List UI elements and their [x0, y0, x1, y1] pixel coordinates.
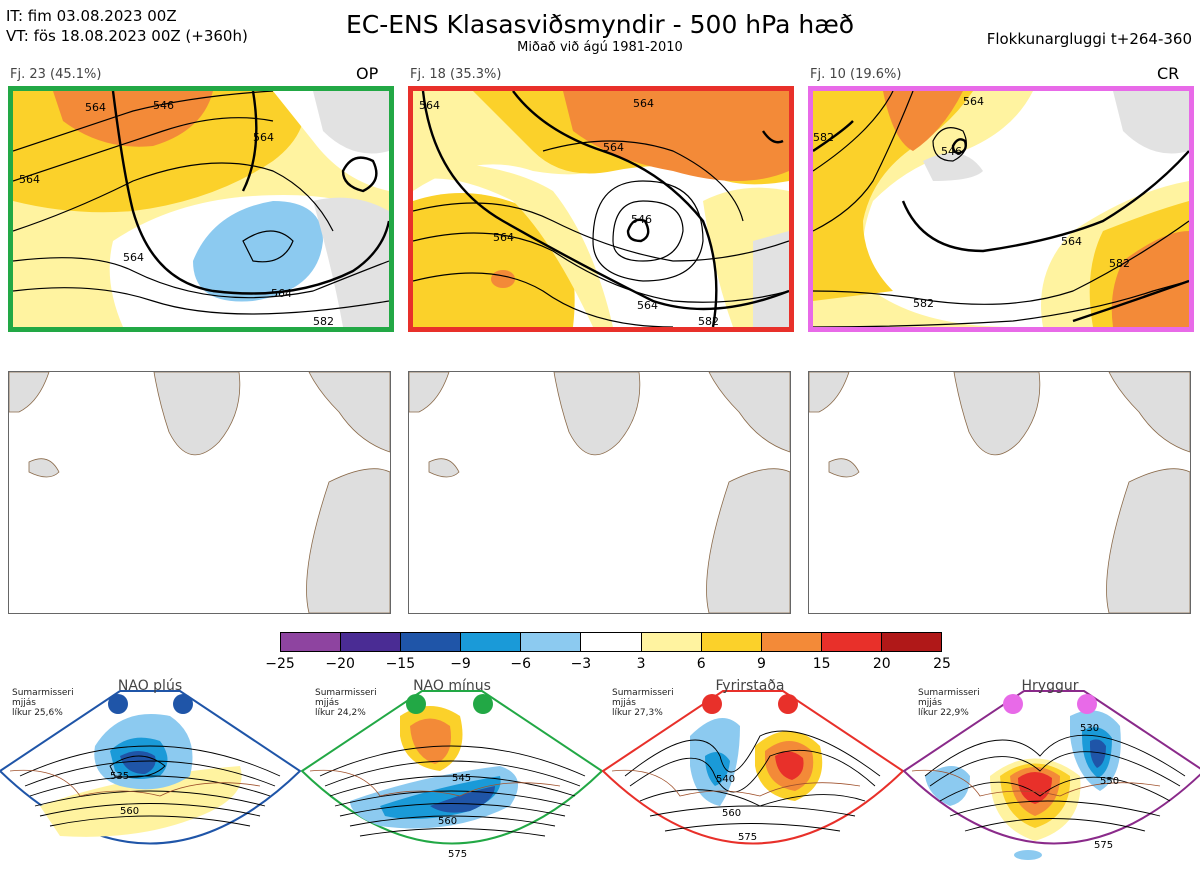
- contour-label: 564: [253, 131, 274, 144]
- colorbar-swatch: [641, 633, 702, 651]
- regime-4-contour-label: 530: [1080, 723, 1099, 734]
- regime-3-note: Sumarmisseri mjjás líkur 27,3%: [612, 688, 692, 718]
- classification-window: Flokkunargluggi t+264-360: [986, 30, 1192, 48]
- colorbar-tick-label: −9: [450, 656, 471, 672]
- land-map-2: [408, 371, 791, 614]
- colorbar-swatch: [401, 633, 462, 651]
- regime-2-contour-label: 560: [438, 816, 457, 827]
- regime-note-line: líkur 27,3%: [612, 708, 663, 718]
- regime-4-title: Hryggur: [1021, 678, 1079, 694]
- regime-note-line: Sumarmisseri: [918, 688, 980, 698]
- colorbar-swatch: [341, 633, 402, 651]
- contour-label: 564: [637, 299, 658, 312]
- colorbar-tick-label: −15: [385, 656, 416, 672]
- land-map-3: [808, 371, 1191, 614]
- regime-note-line: líkur 24,2%: [315, 708, 366, 718]
- header-times: IT: fim 03.08.2023 00Z VT: fös 18.08.202…: [6, 6, 248, 46]
- regime-2-contour-label: 545: [452, 773, 471, 784]
- colorbar: [280, 632, 942, 652]
- colorbar-tick-label: −20: [325, 656, 355, 672]
- panel-3-tag: CR: [1157, 64, 1180, 83]
- contour-label: 564: [963, 95, 984, 108]
- contour-label: 564: [271, 287, 292, 300]
- colorbar-ticks: −25 −20 −15 −9 −6 −3 3 6 9 15 20 25: [250, 656, 970, 676]
- regime-2-contour-label: 575: [448, 849, 467, 860]
- colorbar-swatch: [521, 633, 582, 651]
- regime-1-title: NAO plús: [117, 678, 183, 694]
- contour-label: 582: [313, 315, 334, 327]
- colorbar-tick-label: −25: [265, 656, 295, 672]
- contour-label: 564: [1061, 235, 1082, 248]
- contour-label: 564: [85, 101, 106, 114]
- contour-label: 564: [603, 141, 624, 154]
- valid-time: VT: fös 18.08.2023 00Z (+360h): [6, 27, 248, 45]
- colorbar-swatch: [581, 633, 642, 651]
- panel-2-label: Fj. 18 (35.3%): [410, 67, 502, 82]
- regime-note-line: Sumarmisseri: [12, 688, 74, 698]
- regime-3-contour-label: 560: [722, 808, 741, 819]
- colorbar-tick-label: −3: [570, 656, 592, 672]
- colorbar-swatch: [461, 633, 522, 651]
- regime-map-2: 545 560 575: [300, 690, 604, 860]
- contour-label: 582: [698, 315, 719, 327]
- page-subtitle: Miðað við ágú 1981-2010: [517, 40, 683, 55]
- regime-row: 535 560 545 560 575: [0, 676, 1200, 871]
- regime-4-note: Sumarmisseri mjjás líkur 22,9%: [918, 688, 998, 718]
- regime-note-line: mjjás: [315, 698, 339, 708]
- page-title: EC-ENS Klasasviðsmyndir - 500 hPa hæð: [345, 10, 855, 39]
- colorbar-swatch: [881, 633, 942, 651]
- regime-3-title: Fyrirstaða: [715, 678, 785, 694]
- contour-label: 582: [913, 297, 934, 310]
- panel-3-label: Fj. 10 (19.6%): [810, 67, 902, 82]
- colorbar-swatch: [701, 633, 762, 651]
- regime-note-line: líkur 22,9%: [918, 708, 969, 718]
- regime-note-line: mjjás: [612, 698, 636, 708]
- regime-4-contour-label: 550: [1100, 776, 1119, 787]
- contour-label: 564: [19, 173, 40, 186]
- colorbar-swatch: [281, 633, 342, 651]
- contour-label: 582: [813, 131, 834, 144]
- regime-4-contour-label: 575: [1094, 840, 1113, 851]
- colorbar-tick-label: 3: [636, 656, 646, 672]
- regime-map-3: 540 560 575: [601, 690, 905, 845]
- colorbar-tick-label: 9: [756, 656, 766, 672]
- regime-1-contour-label: 560: [120, 806, 139, 817]
- contour-label: 564: [493, 231, 514, 244]
- colorbar-swatch: [761, 633, 822, 651]
- regime-note-line: líkur 25,6%: [12, 708, 63, 718]
- colorbar-swatch: [821, 633, 882, 651]
- panel-1-label: Fj. 23 (45.1%): [10, 67, 102, 82]
- contour-label: 564: [633, 97, 654, 110]
- contour-label: 564: [419, 99, 440, 112]
- regime-2-title: NAO mínus: [413, 678, 491, 694]
- contour-label: 546: [153, 99, 174, 112]
- regime-1-contour-label: 535: [110, 771, 129, 782]
- contour-label: 546: [941, 145, 962, 158]
- contour-label: 546: [631, 213, 652, 226]
- colorbar-tick-label: 6: [696, 656, 706, 672]
- regime-2-note: Sumarmisseri mjjás líkur 24,2%: [315, 688, 395, 718]
- regime-note-line: Sumarmisseri: [315, 688, 377, 698]
- regime-note-line: mjjás: [12, 698, 36, 708]
- init-time: IT: fim 03.08.2023 00Z: [6, 7, 177, 25]
- colorbar-tick-label: 15: [812, 656, 831, 672]
- regime-3-contour-label: 540: [716, 774, 735, 785]
- panel-1-tag: OP: [356, 64, 379, 83]
- cluster-map-1: 564 546 564 564 564 564 582: [8, 86, 394, 332]
- regime-note-line: mjjás: [918, 698, 942, 708]
- colorbar-tick-label: 25: [933, 656, 951, 672]
- contour-label: 564: [123, 251, 144, 264]
- land-map-1: [8, 371, 391, 614]
- regime-note-line: Sumarmisseri: [612, 688, 674, 698]
- cluster-map-2: 564 564 564 546 564 564 582: [408, 86, 794, 332]
- regime-map-4: 530 550 575: [902, 690, 1200, 860]
- regime-1-note: Sumarmisseri mjjás líkur 25,6%: [12, 688, 92, 718]
- colorbar-tick-label: −6: [510, 656, 532, 672]
- contour-label: 582: [1109, 257, 1130, 270]
- cluster-map-3: 564 582 546 564 582 582: [808, 86, 1194, 332]
- regime-3-contour-label: 575: [738, 832, 757, 843]
- colorbar-tick-label: 20: [872, 656, 891, 672]
- regime-map-1: 535 560: [0, 690, 302, 845]
